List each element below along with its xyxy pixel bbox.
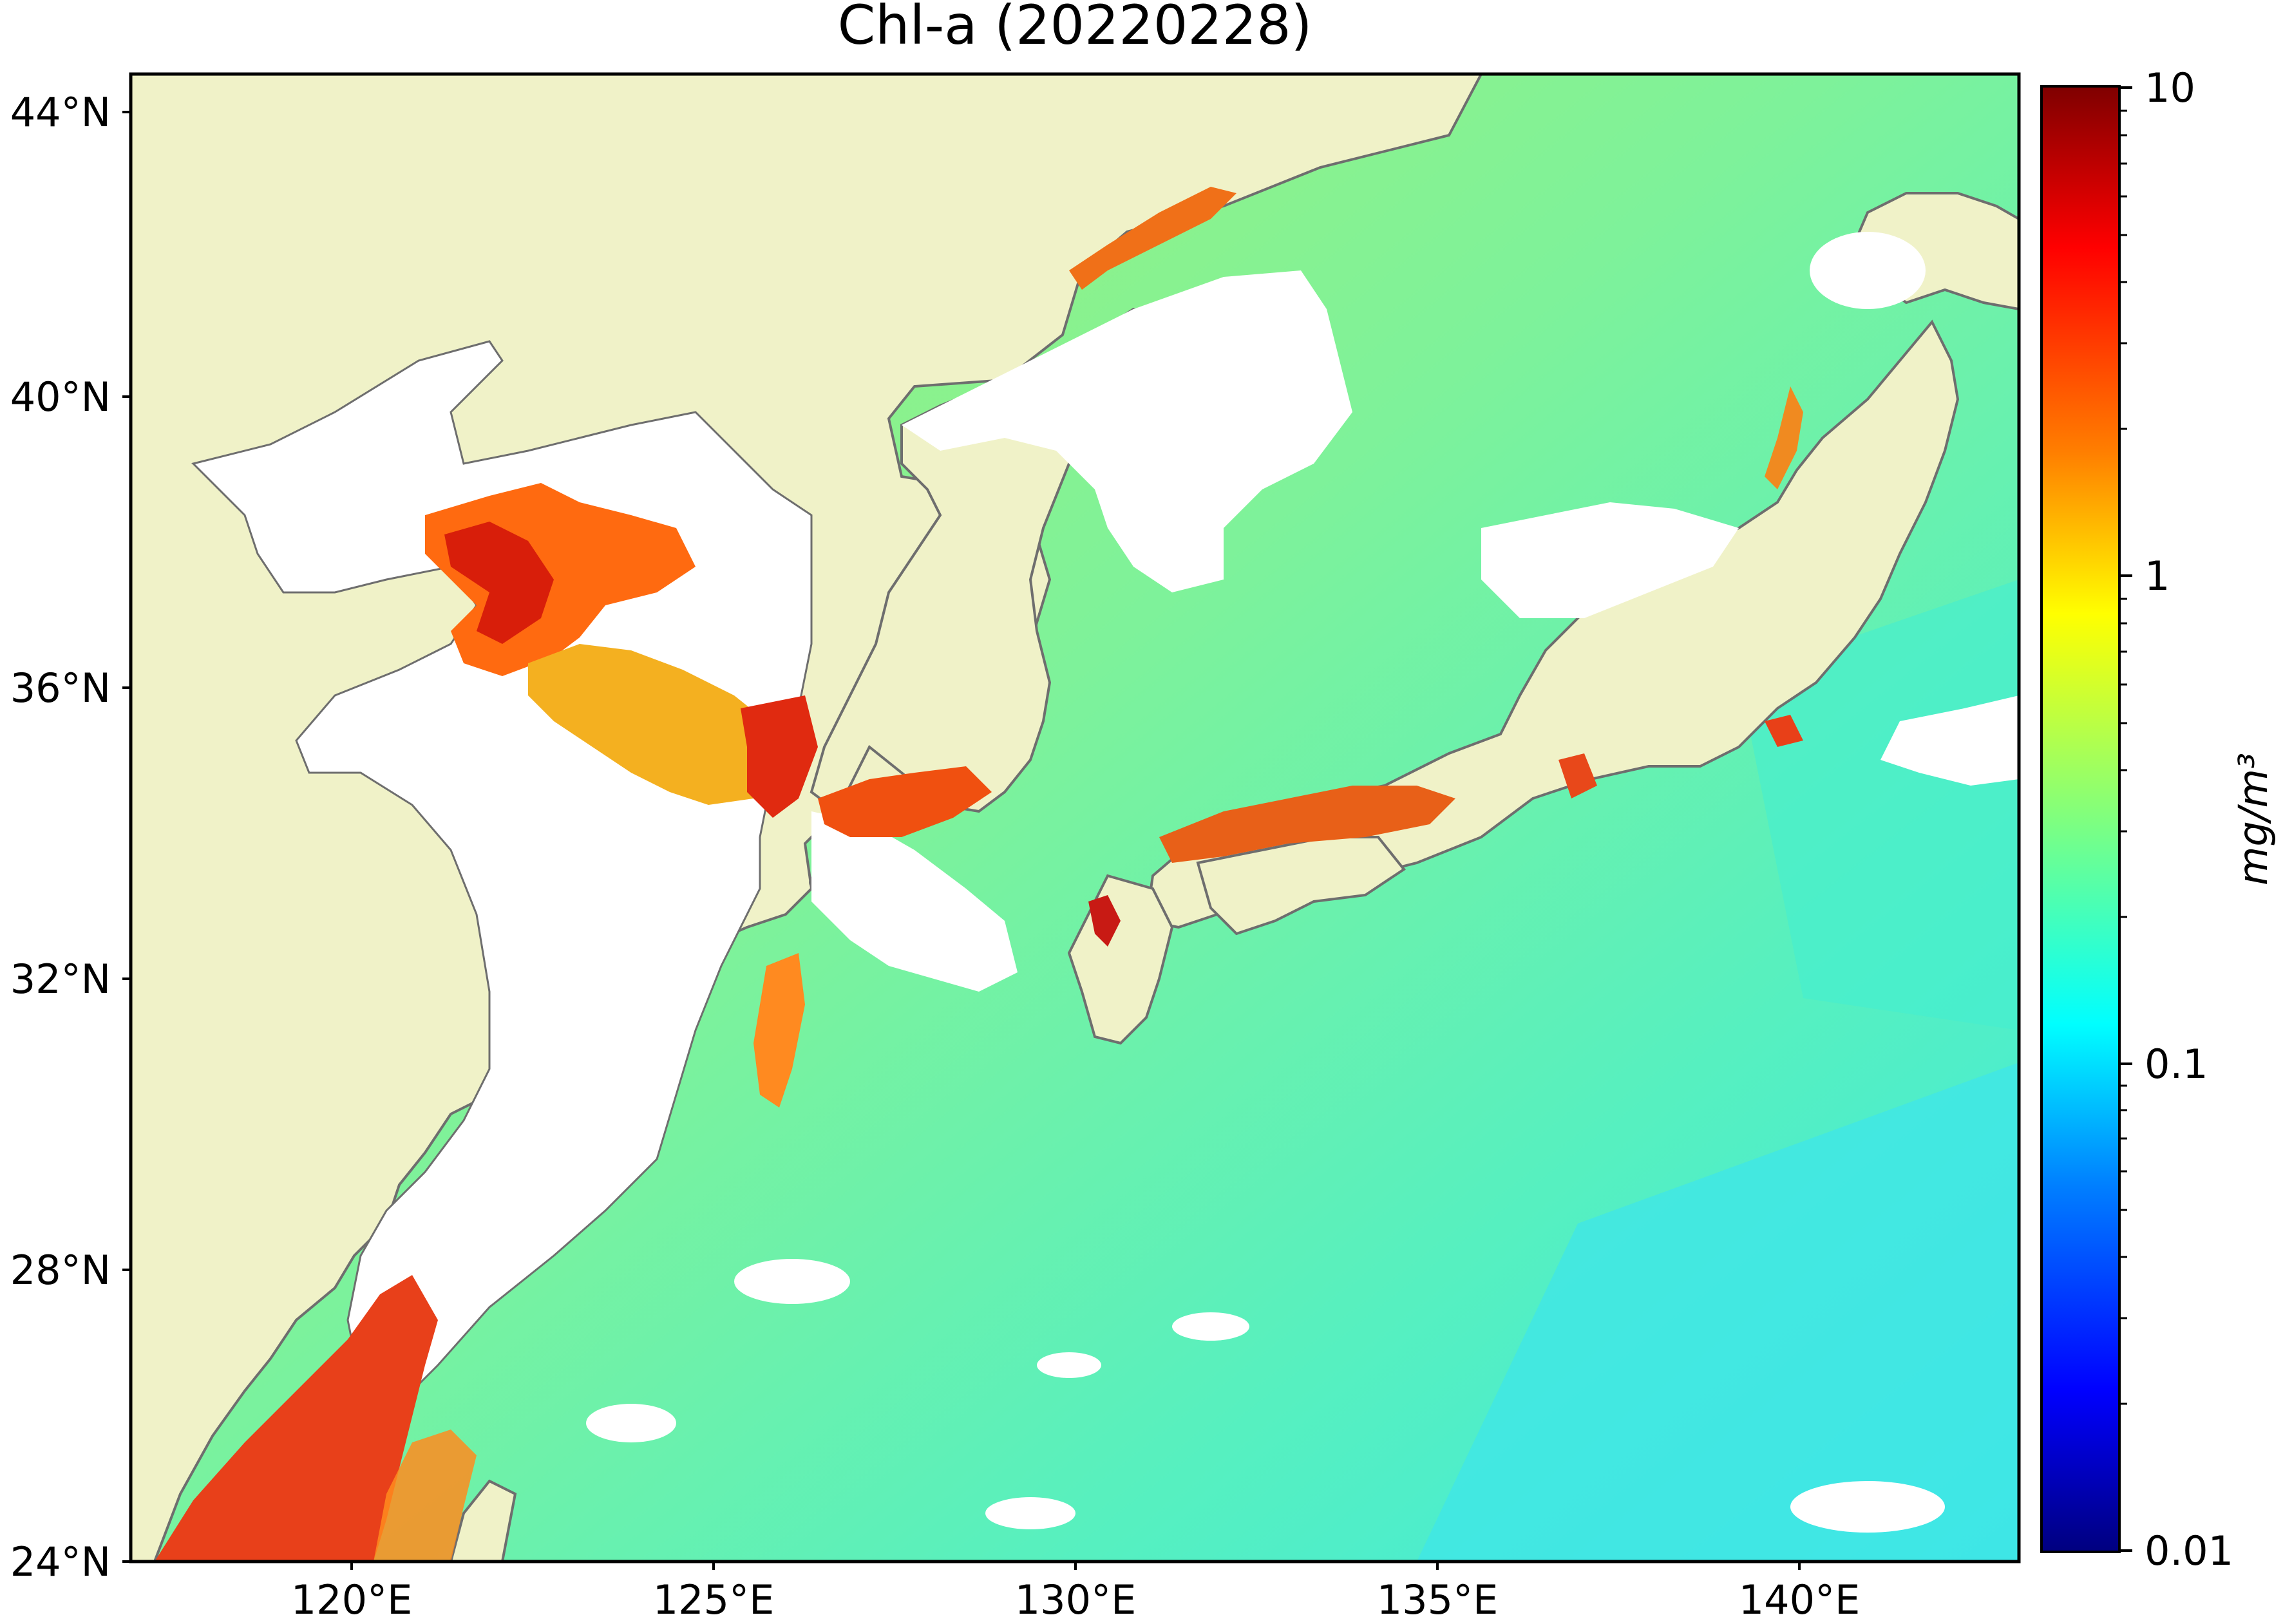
high-chl-seto-inland-sea (1159, 786, 1455, 863)
colorbar-unit-label: mg/m³ (2230, 753, 2277, 885)
high-chl-japan-west-coast (1765, 386, 1803, 489)
high-chl-taiwan-strait (374, 1430, 477, 1562)
low-chl-region-southeast (1417, 1062, 2019, 1562)
no-data-patch-3 (1037, 1352, 1101, 1378)
no-data-patch-2 (1172, 1312, 1249, 1341)
land-taiwan (449, 1479, 517, 1562)
lat-tick-label: 24°N (10, 1538, 111, 1585)
lat-tick-label: 32°N (10, 956, 111, 1003)
lon-tick-label: 135°E (1377, 1576, 1499, 1623)
no-data-pacific-east (1880, 695, 2019, 786)
high-chl-zhejiang-fujian (155, 1275, 438, 1562)
high-chl-korea-south (818, 766, 992, 837)
no-data-korea-eastsea (902, 270, 1352, 592)
colorbar-gradient (2040, 85, 2121, 1553)
high-chl-yellow-sea-coast (528, 644, 779, 805)
lat-tick-label: 44°N (10, 89, 111, 136)
no-data-patch-7 (1810, 232, 1926, 309)
latitude-axis: 44°N 40°N 36°N 32°N 28°N 24°N (10, 89, 131, 1585)
lon-tick-label: 130°E (1015, 1576, 1137, 1623)
colorbar: 10 1 0.1 0.01 mg/m³ (2040, 64, 2277, 1574)
no-data-patch-1 (734, 1259, 850, 1304)
lon-tick-label: 120°E (291, 1576, 413, 1623)
lon-tick-label: 125°E (653, 1576, 775, 1623)
no-data-patch-6 (1790, 1481, 1945, 1533)
colorbar-tick-label: 0.01 (2145, 1527, 2233, 1574)
map-title: Chl-a (20220228) (838, 0, 1312, 57)
longitude-axis: 120°E 125°E 130°E 135°E 140°E (291, 1562, 1861, 1623)
colorbar-tick-label: 1 (2145, 552, 2170, 600)
no-data-patch-4 (586, 1404, 676, 1442)
no-data-bohai-yellow-sea (191, 340, 813, 1419)
lat-tick-label: 28°N (10, 1247, 111, 1294)
no-data-east-china-sea (811, 811, 1018, 992)
land-mainland-china (131, 74, 1483, 1562)
high-chl-ise-bay (1558, 753, 1597, 798)
very-high-chl-bohai (444, 522, 554, 644)
high-chl-china-east-coast (753, 953, 805, 1108)
no-data-patch-5 (985, 1497, 1075, 1529)
high-chl-ariake-sea (1088, 895, 1121, 947)
lon-tick-label: 140°E (1739, 1576, 1861, 1623)
high-chl-tokyo-bay (1765, 715, 1803, 747)
colorbar-minor-ticks (2119, 109, 2127, 1405)
lat-tick-label: 36°N (10, 665, 111, 712)
high-chl-korea-northeast (1069, 187, 1236, 290)
colorbar-tick-label: 0.1 (2145, 1041, 2208, 1088)
no-data-sea-of-japan-south (1481, 502, 1739, 618)
map-area (131, 74, 2019, 1562)
colorbar-tick-label: 10 (2145, 64, 2195, 111)
very-high-chl-korea-west (741, 695, 818, 818)
lat-tick-label: 40°N (10, 373, 111, 420)
low-chl-region-east (1739, 580, 2019, 1030)
